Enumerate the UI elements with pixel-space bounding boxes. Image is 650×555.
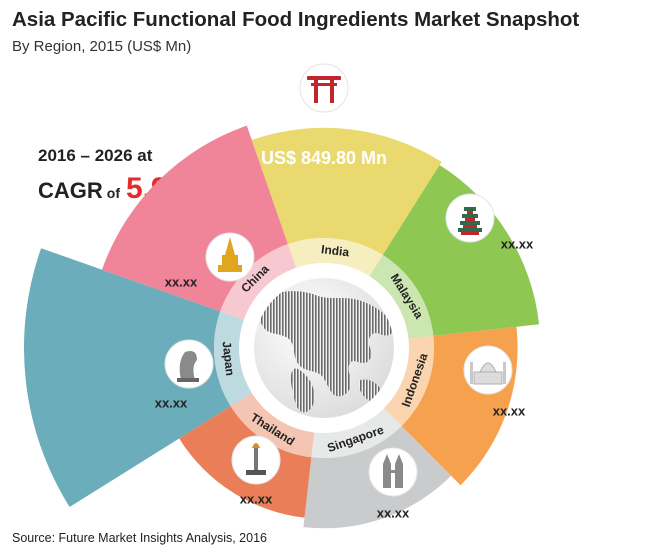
pagoda-icon bbox=[445, 193, 495, 243]
source-note: Source: Future Market Insights Analysis,… bbox=[12, 531, 267, 545]
ring-tint-singapore bbox=[311, 408, 402, 458]
chart-title: Asia Pacific Functional Food Ingredients… bbox=[12, 8, 580, 31]
ring-label-india: India bbox=[320, 242, 350, 259]
torii-gate-icon bbox=[299, 63, 349, 113]
value-label-thailand: xx.xx bbox=[165, 274, 198, 289]
thai-temple-icon bbox=[205, 232, 255, 282]
ring-segment-malaysia bbox=[369, 255, 434, 339]
ring-segment-indonesia bbox=[383, 335, 434, 426]
ring-segment-singapore bbox=[311, 408, 402, 458]
ring-tint-indonesia bbox=[383, 335, 434, 426]
chart-subtitle: By Region, 2015 (US$ Mn) bbox=[12, 38, 192, 55]
merlion-icon bbox=[164, 339, 214, 389]
cagr-of: of bbox=[106, 185, 120, 201]
ring-segment-thailand bbox=[230, 393, 315, 458]
globe-icon bbox=[254, 278, 394, 418]
value-label-malaysia: xx.xx bbox=[377, 505, 410, 520]
cagr-period: 2016 – 2026 at bbox=[38, 146, 153, 165]
ring-tint-malaysia bbox=[369, 255, 434, 339]
monas-monument-icon bbox=[231, 435, 281, 485]
ring-segment-china bbox=[220, 244, 297, 320]
value-label-indonesia: xx.xx bbox=[240, 491, 273, 506]
sector-group bbox=[24, 125, 540, 529]
ring-tint-japan bbox=[214, 311, 252, 407]
ring-group bbox=[214, 238, 434, 458]
cagr-label: CAGR bbox=[38, 178, 103, 203]
value-label-india: xx.xx bbox=[493, 403, 526, 418]
ring-segment-japan bbox=[214, 311, 252, 407]
value-label-china: xx.xx bbox=[501, 236, 534, 251]
sector-malaysia bbox=[382, 165, 540, 336]
sector-japan bbox=[24, 248, 231, 507]
taj-mahal-icon bbox=[463, 345, 513, 395]
ring-segment-india bbox=[287, 238, 383, 277]
value-label-singapore: xx.xx bbox=[155, 395, 188, 410]
ring-tint-china bbox=[220, 244, 297, 320]
ring-tint-thailand bbox=[230, 393, 315, 458]
ring-tint-india bbox=[287, 238, 383, 277]
value-label-japan: US$ 849.80 Mn bbox=[261, 148, 387, 168]
sector-india bbox=[251, 127, 442, 256]
ring-label-japan: Japan bbox=[220, 341, 238, 377]
petronas-towers-icon bbox=[368, 447, 418, 497]
icon-group bbox=[164, 63, 513, 497]
